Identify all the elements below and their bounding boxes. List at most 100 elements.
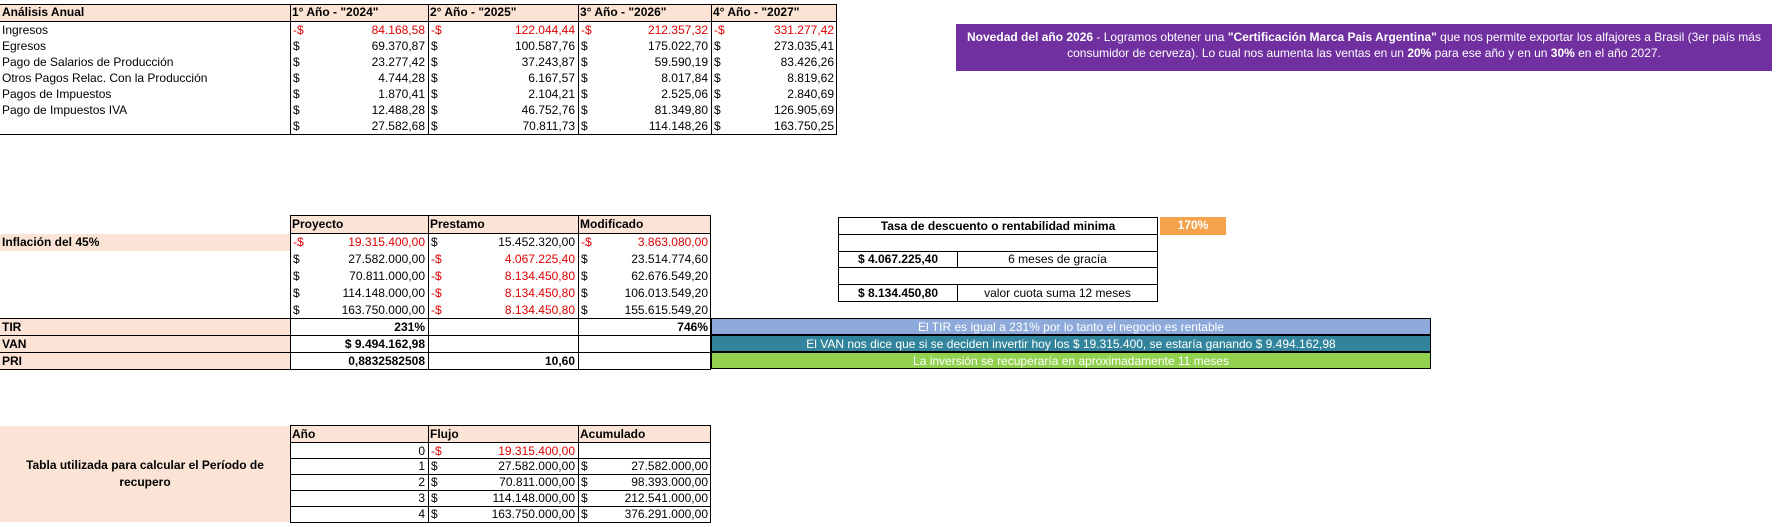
- mod-cell[interactable]: -$ 3.863.080,00: [581, 235, 708, 249]
- year-cell[interactable]: 4: [418, 507, 425, 521]
- loan-cell[interactable]: -$ 8.134.450,80: [431, 303, 575, 317]
- annual-cell[interactable]: $8.017,84: [581, 71, 708, 85]
- annual-cell[interactable]: -$ 122.044,44: [431, 23, 575, 37]
- mod-cell[interactable]: $62.676.549,20: [581, 269, 708, 283]
- rate-label[interactable]: Tasa de descuento o rentabilidad minima: [838, 217, 1158, 235]
- annual-cell[interactable]: $69.370,87: [293, 39, 425, 53]
- annual-cell[interactable]: $12.488,28: [293, 103, 425, 117]
- year-header-4[interactable]: 4° Año - "2027": [711, 4, 837, 21]
- col-header-prestamo[interactable]: Prestamo: [428, 216, 578, 233]
- quota-amount[interactable]: $ 8.134.450,80: [838, 285, 958, 302]
- annual-total-cell[interactable]: $27.582,68: [293, 119, 425, 133]
- acc-cell[interactable]: $98.393.000,00: [581, 475, 708, 489]
- annual-row-label[interactable]: Pago de Impuestos IVA: [2, 103, 128, 117]
- annual-cell[interactable]: $2.525,06: [581, 87, 708, 101]
- year-cell[interactable]: 2: [418, 475, 425, 489]
- loan-cell[interactable]: -$ 8.134.450,80: [431, 286, 575, 300]
- annual-cell[interactable]: $59.590,19: [581, 55, 708, 69]
- annual-row-label[interactable]: Ingresos: [2, 23, 49, 37]
- annual-total-cell[interactable]: $70.811,73: [431, 119, 575, 133]
- annual-cell[interactable]: $6.167,57: [431, 71, 575, 85]
- annual-cell[interactable]: -$ 84.168,58: [293, 23, 425, 37]
- col-header-modificado[interactable]: Modificado: [578, 216, 711, 233]
- annual-row-label[interactable]: Pago de Salarios de Producción: [2, 55, 174, 69]
- inflation-label[interactable]: Inflación del 45%: [0, 234, 290, 251]
- flow-cell[interactable]: $27.582.000,00: [431, 459, 575, 473]
- annual-cell[interactable]: $1.870,41: [293, 87, 425, 101]
- year-header-1[interactable]: 1° Año - "2024": [290, 4, 428, 21]
- annual-cell[interactable]: $8.819,62: [714, 71, 834, 85]
- recovery-label[interactable]: Tabla utilizada para calcular el Período…: [0, 426, 290, 522]
- van-note[interactable]: El VAN nos dice que si se deciden invert…: [711, 335, 1431, 352]
- annual-cell[interactable]: $126.905,69: [714, 103, 834, 117]
- tir-value[interactable]: 231%: [394, 320, 425, 334]
- pri-label[interactable]: PRI: [0, 353, 290, 370]
- col-header-flow[interactable]: Flujo: [428, 426, 578, 443]
- annual-cell[interactable]: $37.243,87: [431, 55, 575, 69]
- annual-total-cell[interactable]: $114.148,26: [581, 119, 708, 133]
- year-cell[interactable]: 3: [418, 491, 425, 505]
- year-cell[interactable]: 1: [418, 459, 425, 473]
- loan-cell[interactable]: -$ 4.067.225,40: [431, 252, 575, 266]
- annual-cell[interactable]: $4.744,28: [293, 71, 425, 85]
- year-header-2[interactable]: 2° Año - "2025": [428, 4, 578, 21]
- van-label[interactable]: VAN: [0, 336, 290, 353]
- mod-cell[interactable]: $23.514.774,60: [581, 252, 708, 266]
- tir-label[interactable]: TIR: [0, 319, 290, 336]
- annual-title[interactable]: Análisis Anual: [0, 4, 290, 21]
- grace-label[interactable]: 6 meses de gracía: [958, 251, 1158, 268]
- loan-cell[interactable]: -$ 8.134.450,80: [431, 269, 575, 283]
- col-header-year[interactable]: Año: [290, 426, 428, 443]
- pri-months-value[interactable]: 10,60: [544, 354, 575, 368]
- annual-cell[interactable]: $2.104,21: [431, 87, 575, 101]
- annual-cell[interactable]: $23.277,42: [293, 55, 425, 69]
- flow-cell[interactable]: $163.750.000,00: [431, 507, 575, 521]
- pri-value[interactable]: 0,8832582508: [348, 354, 425, 368]
- grid-line: [290, 522, 711, 523]
- grid-line: [0, 318, 711, 319]
- annual-total-cell[interactable]: $163.750,25: [714, 119, 834, 133]
- annual-cell[interactable]: $100.587,76: [431, 39, 575, 53]
- annual-cell[interactable]: $175.022,70: [581, 39, 708, 53]
- proj-cell[interactable]: -$ 19.315.400,00: [293, 235, 425, 249]
- annual-cell[interactable]: $83.426,26: [714, 55, 834, 69]
- mod-cell[interactable]: $106.013.549,20: [581, 286, 708, 300]
- year-header-3[interactable]: 3° Año - "2026": [578, 4, 711, 21]
- flow-cell[interactable]: -$ 19.315.400,00: [431, 444, 575, 458]
- rate-value[interactable]: 170%: [1160, 217, 1226, 235]
- proj-cell[interactable]: $163.750.000,00: [293, 303, 425, 317]
- rate-empty-row[interactable]: [838, 268, 1158, 285]
- proj-cell[interactable]: $27.582.000,00: [293, 252, 425, 266]
- annual-cell[interactable]: $46.752,76: [431, 103, 575, 117]
- annual-row-label[interactable]: Egresos: [2, 39, 47, 53]
- col-header-proyecto[interactable]: Proyecto: [290, 216, 428, 233]
- annual-cell[interactable]: -$ 331.277,42: [714, 23, 834, 37]
- acc-cell[interactable]: $376.291.000,00: [581, 507, 708, 521]
- annual-cell[interactable]: $81.349,80: [581, 103, 708, 117]
- acc-cell[interactable]: $27.582.000,00: [581, 459, 708, 473]
- annual-cell[interactable]: $273.035,41: [714, 39, 834, 53]
- annual-cell[interactable]: $2.840,69: [714, 87, 834, 101]
- annual-cell[interactable]: -$ 212.357,32: [581, 23, 708, 37]
- quota-label[interactable]: valor cuota suma 12 meses: [958, 285, 1158, 302]
- proj-cell[interactable]: $70.811.000,00: [293, 269, 425, 283]
- novelty-banner[interactable]: Novedad del año 2026 - Logramos obtener …: [956, 24, 1772, 71]
- grid-line: [290, 458, 711, 459]
- grid-line: [0, 21, 837, 22]
- van-value[interactable]: $ 9.494.162,98: [344, 337, 425, 351]
- year-cell[interactable]: 0: [418, 444, 425, 458]
- acc-cell[interactable]: $212.541.000,00: [581, 491, 708, 505]
- pri-note[interactable]: La inversión se recuperaría en aproximad…: [711, 352, 1431, 369]
- rate-empty-row[interactable]: [838, 235, 1158, 252]
- proj-cell[interactable]: $114.148.000,00: [293, 286, 425, 300]
- flow-cell[interactable]: $114.148.000,00: [431, 491, 575, 505]
- loan-cell[interactable]: $15.452.320,00: [431, 235, 575, 249]
- col-header-accumulated[interactable]: Acumulado: [578, 426, 711, 443]
- flow-cell[interactable]: $70.811.000,00: [431, 475, 575, 489]
- mod-cell[interactable]: $155.615.549,20: [581, 303, 708, 317]
- grace-amount[interactable]: $ 4.067.225,40: [838, 251, 958, 268]
- annual-row-label[interactable]: Otros Pagos Relac. Con la Producción: [2, 71, 208, 85]
- tir-modified-value[interactable]: 746%: [677, 320, 708, 334]
- tir-note[interactable]: El TIR es igual a 231% por lo tanto el n…: [711, 318, 1431, 335]
- annual-row-label[interactable]: Pagos de Impuestos: [2, 87, 112, 101]
